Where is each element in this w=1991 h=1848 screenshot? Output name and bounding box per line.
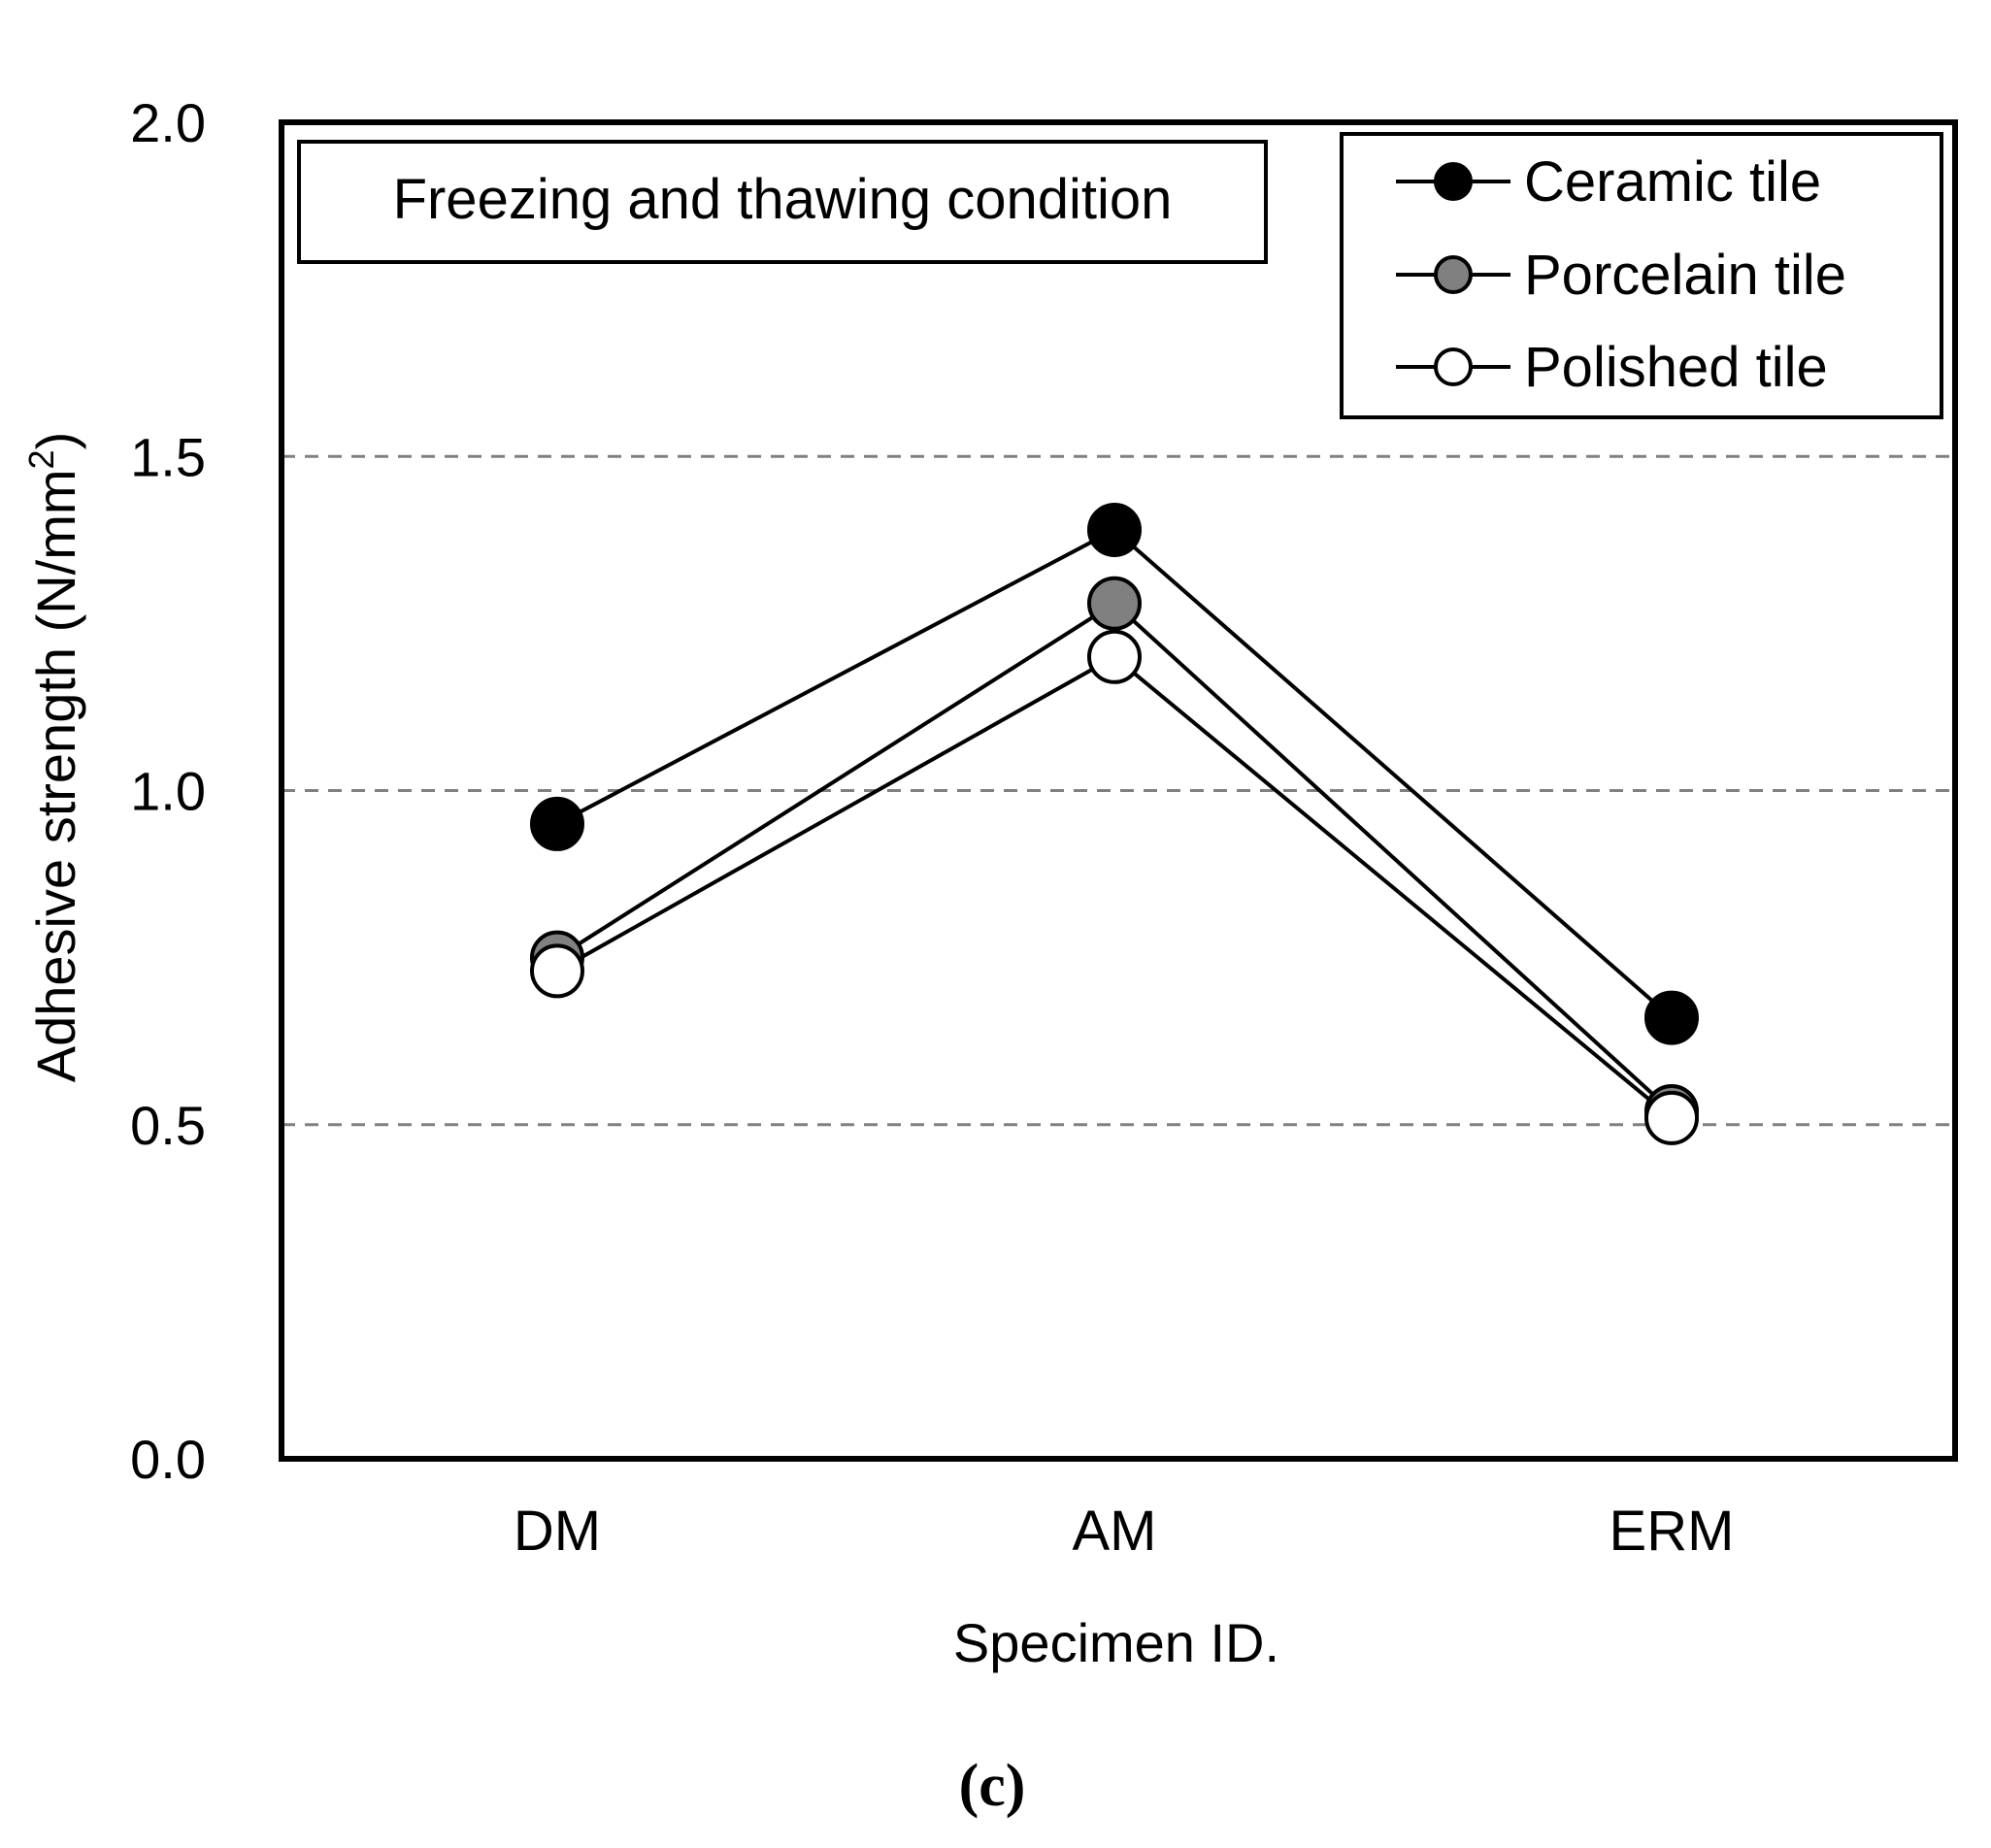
panel-label: (c) [959,1753,1026,1819]
data-point [530,796,584,851]
legend-marker [1434,347,1473,386]
plot-frame [279,119,1958,1462]
data-point [1087,629,1142,684]
annotation-box: Freezing and thawing condition [297,140,1268,264]
x-axis: DM AM ERM [514,1500,1735,1563]
legend-item: Ceramic tile [1396,150,1821,214]
data-point [1644,1090,1699,1145]
series-line [556,654,1674,1120]
y-axis-label-main: Adhesive strength (N/mm [25,469,86,1082]
legend-label: Porcelain tile [1524,244,1846,307]
x-tick-label: AM [1073,1500,1157,1563]
x-tick-label: ERM [1609,1500,1735,1563]
series-layer [530,502,1699,1145]
y-axis: 0.0 0.5 1.0 1.5 2.0 [130,92,206,1490]
y-axis-label: Adhesive strength (N/mm2) [21,432,86,1082]
y-tick-label: 1.0 [130,761,206,822]
y-tick-label: 2.0 [130,92,206,153]
y-tick-label: 1.5 [130,426,206,487]
legend-item: Porcelain tile [1396,244,1846,307]
y-tick-label: 0.5 [130,1095,206,1156]
legend: Ceramic tile Porcelain tile Polished tile [1340,132,1943,419]
legend-label: Polished tile [1524,336,1828,399]
data-point [1087,576,1142,631]
x-axis-label: Specimen ID. [953,1612,1279,1673]
legend-marker [1434,255,1473,294]
y-axis-label-close: ) [25,432,86,450]
legend-item: Polished tile [1396,336,1828,399]
legend-marker [1434,162,1473,201]
data-point [1087,502,1142,557]
annotation-text: Freezing and thawing condition [393,168,1173,231]
data-point [1644,990,1699,1045]
y-axis-label-superscript: 2 [21,449,61,469]
series-markers [530,502,1699,1145]
legend-label: Ceramic tile [1524,150,1821,214]
y-tick-label: 0.0 [130,1429,206,1490]
x-tick-label: DM [514,1500,601,1563]
data-point [530,943,584,999]
